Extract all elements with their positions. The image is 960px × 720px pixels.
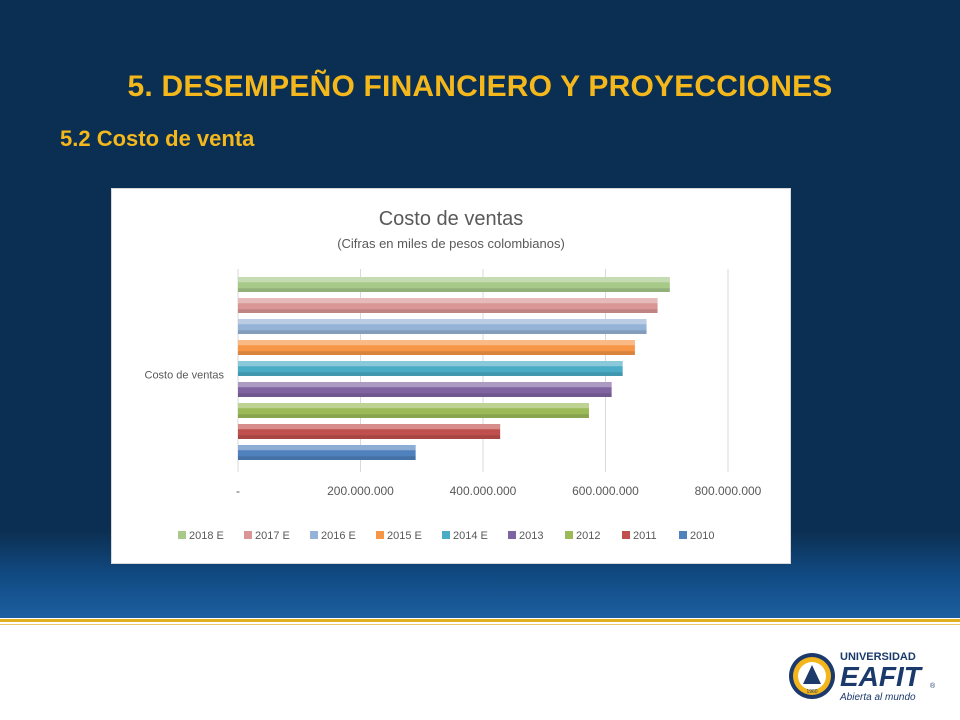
- footer-gold-rule: [0, 619, 960, 622]
- svg-text:2014 E: 2014 E: [453, 530, 488, 542]
- bar-2010: [238, 445, 416, 460]
- bar-2017-e: [238, 298, 658, 313]
- svg-text:2010: 2010: [690, 530, 714, 542]
- category-label: Costo de ventas: [145, 370, 225, 382]
- logo-tagline: Abierta al mundo: [839, 692, 916, 703]
- legend-item: 2013: [508, 530, 543, 542]
- legend-item: 2018 E: [178, 530, 224, 542]
- x-tick-label: 600.000.000: [572, 484, 639, 498]
- bar-2015-e: [238, 340, 635, 355]
- legend-item: 2011: [622, 530, 657, 542]
- x-tick-label: -: [236, 484, 240, 498]
- bar-2011: [238, 424, 501, 439]
- svg-text:2015 E: 2015 E: [387, 530, 422, 542]
- chart-panel: Costo de ventas (Cifras en miles de peso…: [111, 188, 791, 564]
- bar-2014-e: [238, 361, 623, 376]
- legend-item: 2015 E: [376, 530, 422, 542]
- slide-title: 5. DESEMPEÑO FINANCIERO Y PROYECCIONES: [127, 70, 833, 103]
- legend-item: 2014 E: [442, 530, 488, 542]
- logo-registered: ®: [930, 682, 936, 690]
- legend-item: 2017 E: [244, 530, 290, 542]
- legend-item: 2010: [679, 530, 714, 542]
- x-tick-label: 200.000.000: [327, 484, 394, 498]
- svg-text:2017 E: 2017 E: [255, 530, 290, 542]
- logo-badge-text: 1960: [806, 689, 817, 695]
- chart-subtitle: (Cifras en miles de pesos colombianos): [337, 236, 565, 251]
- chart-title: Costo de ventas: [379, 208, 524, 230]
- svg-text:2013: 2013: [519, 530, 543, 542]
- svg-text:2018 E: 2018 E: [189, 530, 224, 542]
- footer-thin-rule: [0, 624, 960, 625]
- bar-2013: [238, 382, 612, 397]
- bars: [238, 277, 670, 460]
- x-tick-label: 800.000.000: [695, 484, 762, 498]
- x-tick-label: 400.000.000: [450, 484, 517, 498]
- logo-line2: EAFIT: [840, 661, 924, 692]
- svg-text:2011: 2011: [633, 530, 657, 542]
- eafit-logo: 1960 UNIVERSIDAD EAFIT ® Abierta al mund…: [789, 651, 936, 703]
- svg-text:2016 E: 2016 E: [321, 530, 356, 542]
- svg-text:2012: 2012: [576, 530, 600, 542]
- legend: 2018 E 2017 E 2016 E 2015 E 2014 E 2013 2012 20…: [178, 530, 714, 542]
- axis-labels: Costo de ventas - 200.000.000 400.000.000 60…: [145, 370, 762, 499]
- bar-2018-e: [238, 277, 670, 292]
- legend-item: 2012: [565, 530, 600, 542]
- legend-item: 2016 E: [310, 530, 356, 542]
- gear-emblem-icon: 1960: [789, 653, 835, 699]
- logo-line1: UNIVERSIDAD: [840, 651, 916, 663]
- bar-2012: [238, 403, 589, 418]
- bar-chart: Costo de ventas (Cifras en miles de peso…: [145, 208, 762, 542]
- slide-subtitle: 5.2 Costo de venta: [60, 126, 255, 151]
- bar-2016-e: [238, 319, 647, 334]
